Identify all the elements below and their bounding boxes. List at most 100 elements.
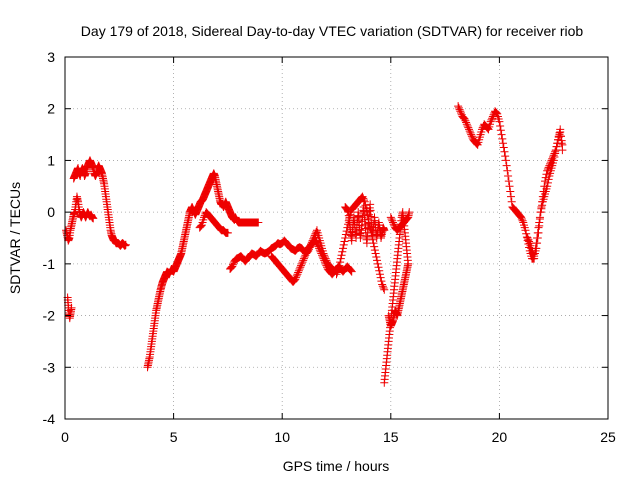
x-tick-label: 25	[600, 429, 616, 445]
data-point	[517, 215, 526, 224]
data-point	[556, 132, 565, 141]
data-point	[295, 265, 304, 274]
data-point	[487, 115, 496, 124]
data-point	[342, 227, 351, 236]
data-point	[374, 263, 383, 272]
data-point	[465, 127, 474, 136]
data-point	[504, 171, 513, 180]
data-point	[405, 208, 414, 217]
y-tick-label: -3	[43, 359, 56, 375]
data-point	[462, 120, 471, 129]
plot-frame	[64, 56, 609, 420]
data-point	[340, 237, 349, 246]
data-point	[375, 270, 384, 279]
data-point	[502, 161, 511, 170]
data-point	[376, 273, 385, 282]
y-tick-label: 3	[47, 49, 55, 65]
y-tick-label: -1	[43, 256, 56, 272]
series-riob-f	[226, 226, 356, 276]
data-point	[347, 267, 356, 276]
series-riob-c	[69, 156, 130, 250]
data-point	[336, 258, 345, 267]
data-point	[299, 254, 308, 263]
series-riob-b	[62, 192, 98, 245]
tick-marks	[64, 56, 609, 420]
data-point	[292, 271, 301, 280]
data-point	[373, 259, 382, 268]
x-tick-label: 20	[492, 429, 508, 445]
data-point	[387, 215, 396, 224]
data-point	[518, 216, 527, 225]
data-point	[555, 128, 564, 137]
data-point	[551, 147, 560, 156]
data-point	[558, 146, 567, 155]
data-point	[491, 108, 500, 117]
y-tick-label: 0	[47, 204, 55, 220]
data-point	[312, 239, 321, 248]
data-point	[341, 230, 350, 239]
data-point	[360, 196, 369, 205]
data-point	[548, 154, 557, 163]
data-point	[372, 252, 381, 261]
data-point	[507, 197, 516, 206]
data-point	[386, 213, 395, 222]
x-axis-label: GPS time / hours	[283, 458, 390, 474]
data-point	[339, 244, 348, 253]
data-point	[254, 218, 263, 227]
data-point	[320, 256, 329, 265]
data-point	[464, 123, 473, 132]
data-point	[379, 283, 388, 292]
data-point	[370, 246, 379, 255]
data-point	[370, 242, 379, 251]
data-point	[298, 258, 307, 267]
chart-title: Day 179 of 2018, Sidereal Day-to-day VTE…	[81, 23, 584, 39]
data-point	[228, 260, 237, 269]
data-point	[536, 208, 545, 217]
data-point	[228, 262, 237, 271]
data-point	[377, 277, 386, 286]
data-point	[402, 215, 411, 224]
data-point	[542, 170, 551, 179]
data-point	[333, 268, 342, 277]
data-point	[544, 163, 553, 172]
data-point	[460, 115, 469, 124]
data-point	[314, 242, 323, 251]
data-point	[541, 173, 550, 182]
data-point	[503, 166, 512, 175]
data-point	[545, 161, 554, 170]
data-point	[302, 249, 311, 258]
series-riob-l	[386, 208, 414, 235]
data-point	[297, 261, 306, 270]
data-point	[557, 139, 566, 148]
data-point	[294, 268, 303, 277]
data-point	[500, 147, 509, 156]
y-tick-label: 1	[47, 152, 55, 168]
data-point	[499, 143, 508, 152]
data-point	[535, 215, 544, 224]
data-point	[504, 177, 513, 186]
data-point	[358, 192, 367, 201]
data-point	[346, 265, 355, 274]
data-point	[380, 285, 389, 294]
data-point	[388, 216, 397, 225]
data-point	[523, 234, 532, 242]
data-point	[496, 126, 505, 135]
data-point	[121, 240, 130, 249]
data-point	[472, 140, 481, 149]
data-point	[67, 303, 76, 312]
data-point	[378, 282, 387, 291]
y-tick-label: -2	[43, 308, 56, 324]
data-point	[297, 259, 306, 268]
data-point	[533, 239, 542, 248]
data-point	[456, 107, 465, 116]
data-point	[322, 261, 331, 270]
data-point	[538, 197, 547, 206]
series-riob-i	[341, 200, 389, 248]
data-point	[522, 229, 531, 238]
data-point	[315, 246, 324, 255]
data-point	[549, 151, 558, 160]
data-point	[546, 159, 555, 168]
data-point	[89, 214, 98, 223]
data-point	[543, 166, 552, 175]
